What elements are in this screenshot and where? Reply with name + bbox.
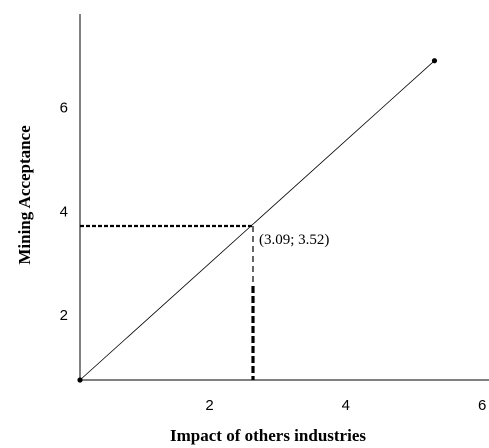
endpoint-marker-0: [77, 377, 83, 383]
tick-labels: 2 4 6 2 4 6: [60, 99, 487, 414]
endpoint-marker-1: [431, 58, 438, 64]
chart-marks: [77, 58, 438, 383]
series-line-0: [79, 60, 435, 381]
y-tick-label: 4: [60, 203, 68, 220]
plot-area: [77, 14, 489, 383]
x-tick-label: 2: [205, 397, 213, 414]
y-tick-label: 2: [60, 307, 68, 324]
y-tick-label: 6: [60, 99, 68, 116]
y-axis-title: Mining Acceptance: [15, 125, 34, 265]
highlight-label: (3.09; 3.52): [259, 232, 329, 248]
x-tick-label: 6: [478, 397, 486, 414]
x-tick-label: 4: [342, 397, 350, 414]
x-axis-title: Impact of others industries: [170, 426, 366, 445]
